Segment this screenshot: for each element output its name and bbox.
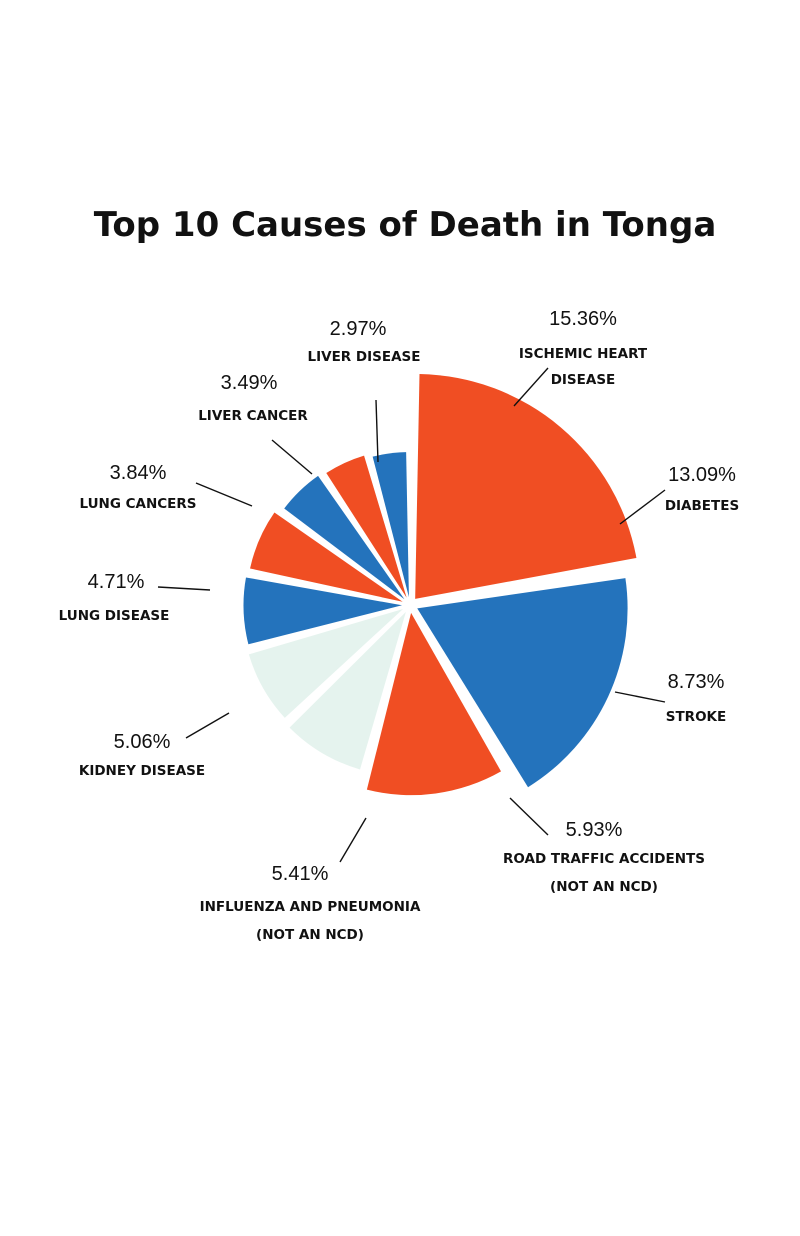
slice-percent-label: 13.09% <box>668 464 736 486</box>
leader-line <box>509 797 549 836</box>
slice-category-label: LUNG CANCERS <box>79 496 196 512</box>
slice-category-label: LUNG DISEASE <box>59 608 170 624</box>
pie-slice <box>248 608 404 718</box>
slice-percent-label: 5.93% <box>566 819 623 841</box>
pie-slice <box>366 612 502 796</box>
pie-slice <box>415 373 637 599</box>
slice-category-label: (NOT AN NCD) <box>550 879 658 895</box>
leader-line <box>513 367 549 407</box>
pie-slice <box>284 475 405 600</box>
leader-lines <box>157 367 666 863</box>
pie-slice <box>289 611 406 770</box>
leader-line <box>619 489 666 525</box>
leader-line <box>614 691 666 703</box>
chart-title: Top 10 Causes of Death in Tonga <box>94 205 717 245</box>
slice-category-label: (NOT AN NCD) <box>256 927 364 943</box>
slice-category-label: DIABETES <box>665 498 739 514</box>
slice-category-label: ROAD TRAFFIC ACCIDENTS <box>503 851 705 867</box>
leader-line <box>195 482 253 507</box>
leader-line <box>271 439 313 475</box>
leader-line <box>375 399 379 463</box>
slice-percent-label: 5.06% <box>114 731 171 753</box>
pie-slice <box>243 577 403 645</box>
slice-percent-label: 2.97% <box>330 318 387 340</box>
slice-category-label: KIDNEY DISEASE <box>79 763 205 779</box>
slice-percent-label: 8.73% <box>668 671 725 693</box>
slice-category-label: STROKE <box>666 709 727 725</box>
pie-slices <box>243 373 637 796</box>
slice-percent-label: 4.71% <box>88 571 145 593</box>
slice-category-label: INFLUENZA AND PNEUMONIA <box>200 899 421 915</box>
pie-slice <box>417 578 628 788</box>
pie-slice <box>250 512 403 602</box>
slice-percent-label: 3.84% <box>110 462 167 484</box>
slice-category-label: DISEASE <box>551 372 616 388</box>
leader-line <box>339 817 367 863</box>
leader-line <box>157 586 211 591</box>
slice-labels: 15.36% ISCHEMIC HEART DISEASE 13.09% DIABETE… <box>59 308 740 943</box>
slice-percent-label: 15.36% <box>549 308 617 330</box>
pie-slice <box>372 452 409 598</box>
slice-category-label: LIVER CANCER <box>198 408 308 424</box>
slice-percent-label: 3.49% <box>221 372 278 394</box>
leader-line <box>185 712 230 739</box>
pie-slice <box>326 455 407 598</box>
slice-category-label: LIVER DISEASE <box>308 349 421 365</box>
slice-category-label: ISCHEMIC HEART <box>519 346 648 362</box>
slice-percent-label: 5.41% <box>272 863 329 885</box>
